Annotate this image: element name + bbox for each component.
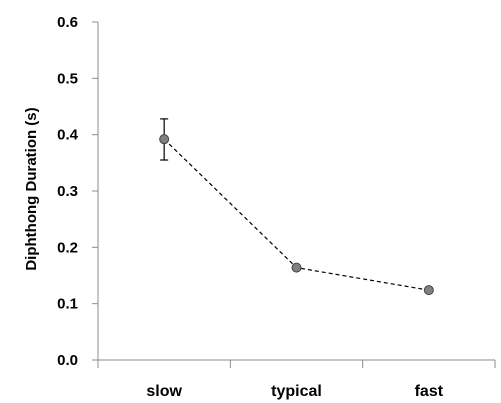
- data-point: [159, 134, 170, 145]
- axes: 0.0 0.1 0.2 0.3 0.4 0.5 0.6 slow typical fast: [57, 14, 496, 400]
- series-layer: [159, 118, 434, 296]
- data-point: [423, 285, 434, 296]
- y-tick-label: 0.0: [57, 352, 78, 369]
- y-tick-label: 0.6: [57, 14, 78, 31]
- y-axis-title: Diphthong Duration (s): [23, 107, 40, 270]
- y-tick-label: 0.4: [57, 127, 79, 144]
- x-tick-label: fast: [415, 383, 444, 400]
- y-tick-label: 0.5: [57, 70, 78, 87]
- y-tick-label: 0.2: [57, 239, 78, 256]
- y-tick-label: 0.1: [57, 296, 78, 313]
- x-tick-label: slow: [146, 383, 182, 400]
- y-tick-label: 0.3: [57, 183, 78, 200]
- data-point: [291, 262, 302, 273]
- x-tick-label: typical: [271, 383, 322, 400]
